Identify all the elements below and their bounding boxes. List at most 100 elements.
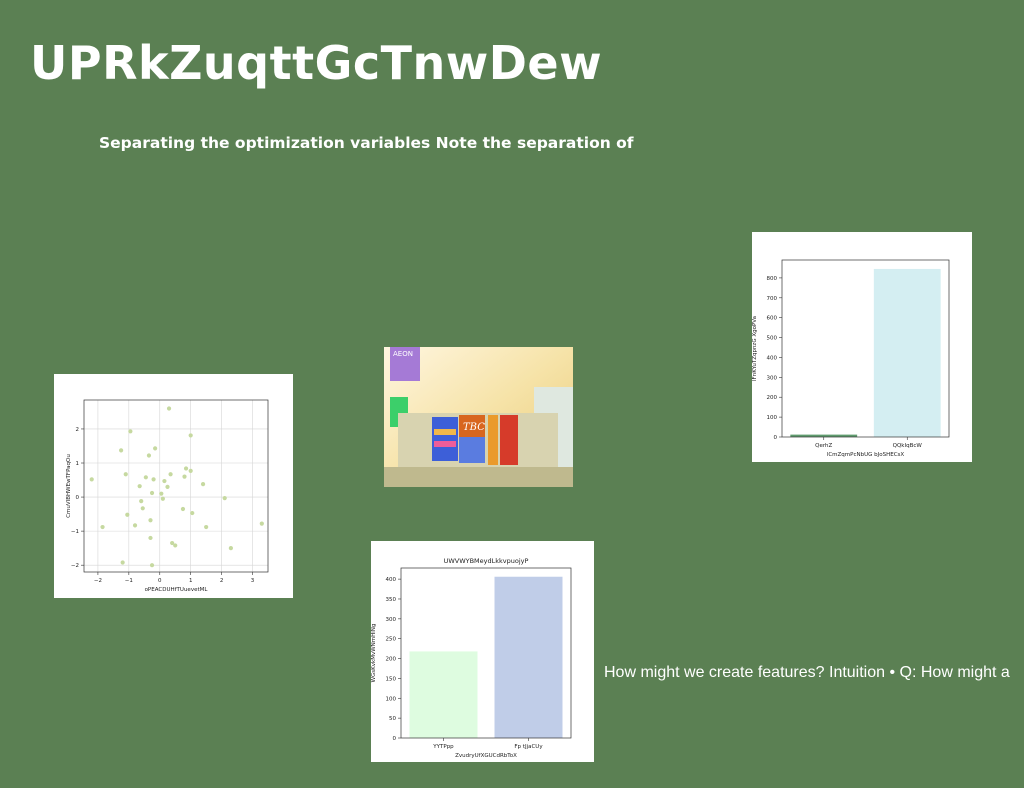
y-tick-label: 0 xyxy=(393,736,397,742)
y-tick-label: 400 xyxy=(386,577,397,583)
y-tick-label: 200 xyxy=(386,657,397,663)
y-tick-label: −2 xyxy=(71,563,79,569)
x-tick-label: QerhZ xyxy=(815,443,832,449)
street-photo: AEON TBC xyxy=(384,347,573,487)
scatter-point xyxy=(148,535,153,541)
y-tick-label: 600 xyxy=(767,316,778,322)
y-tick-label: 300 xyxy=(386,617,397,623)
scatter-point xyxy=(166,406,172,411)
bar-chart-2: UWVWYBMeydLkkvpuojyP YYTPpp Fp tJjaCUy 0 50 1… xyxy=(371,557,572,759)
x-axis-label: ZvudryUfXGUCdRbToX xyxy=(455,753,517,759)
scatter-point xyxy=(188,433,193,438)
y-tick-label: 500 xyxy=(767,336,778,342)
scatter-point xyxy=(89,477,94,482)
street xyxy=(384,467,573,487)
scatter-point xyxy=(162,478,167,484)
y-tick-label: 100 xyxy=(767,415,778,421)
scatter-point xyxy=(159,491,164,496)
plot-frame xyxy=(400,567,572,739)
y-tick-label: 50 xyxy=(389,716,396,722)
y-axis-label: CmuVIBHWEwTFPaqOu xyxy=(66,454,72,518)
plot-frame xyxy=(83,399,269,573)
y-axis-label: WGsKvkMvWNmHiNg xyxy=(371,624,377,683)
scatter-point xyxy=(146,453,152,458)
scatter-point xyxy=(139,499,144,504)
scatter-point xyxy=(100,524,105,530)
x-axis-label: lCmZqmPcNbUG bJoSHECsX xyxy=(827,452,905,458)
y-tick-label: 350 xyxy=(386,597,397,603)
scatter-point xyxy=(149,490,155,496)
bar xyxy=(494,576,563,738)
scatter-point xyxy=(190,510,195,516)
slide-caption: How might we create features? Intuition … xyxy=(604,664,1010,681)
scatter-point xyxy=(259,521,264,526)
orange-banner xyxy=(488,415,498,465)
bar-chart-panel-2: UWVWYBMeydLkkvpuojyP YYTPpp Fp tJjaCUy 0 50 1… xyxy=(371,541,594,762)
y-tick-label: 200 xyxy=(767,395,778,401)
scatter-point xyxy=(168,472,173,477)
y-tick-label: −1 xyxy=(71,529,79,535)
scatter-point xyxy=(143,475,148,480)
y-tick-label: 400 xyxy=(767,355,778,361)
scatter-point xyxy=(160,496,165,501)
scatter-point xyxy=(173,543,178,548)
scatter-point xyxy=(149,563,155,568)
scatter-point xyxy=(222,495,227,501)
scatter-point xyxy=(228,546,233,551)
scatter-point xyxy=(200,482,206,487)
billboard-stripe-1 xyxy=(434,429,456,435)
aeon-sign: AEON xyxy=(393,350,413,358)
y-tick-label: 700 xyxy=(767,296,778,302)
x-tick-label: 1 xyxy=(189,578,193,584)
x-tick-label: QQkIqBcW xyxy=(893,443,923,449)
bar-chart-1: QerhZ QQkIqBcW 0 100 200 300 400 500 600 700 800 lC… xyxy=(752,259,950,458)
y-tick-label: 0 xyxy=(774,435,778,441)
bar xyxy=(790,434,858,437)
x-tick-label: Fp tJjaCUy xyxy=(514,744,543,750)
scatter-point xyxy=(170,540,175,546)
scatter-point xyxy=(151,477,156,482)
blue-billboard xyxy=(432,417,458,461)
x-tick-label: YYTPpp xyxy=(432,744,454,750)
slide-title: UPRkZuqttGcTnwDew xyxy=(30,36,603,90)
x-tick-label: 0 xyxy=(158,578,162,584)
scatter-point xyxy=(183,466,189,471)
y-tick-label: 150 xyxy=(386,676,397,682)
slide-subtitle: Separating the optimization variables No… xyxy=(99,134,634,152)
x-tick-label: 3 xyxy=(251,578,255,584)
bar-chart-panel-1: QerhZ QQkIqBcW 0 100 200 300 400 500 600 700 800 lC… xyxy=(752,232,972,462)
scatter-point xyxy=(148,518,153,523)
x-tick-label: 2 xyxy=(220,578,224,584)
street-photo-image: AEON TBC xyxy=(384,347,573,487)
y-tick-label: 100 xyxy=(386,696,397,702)
tbc-sign-box xyxy=(459,415,485,437)
scatter-point xyxy=(140,506,145,511)
scatter-point xyxy=(165,484,170,489)
plot-frame xyxy=(781,259,950,438)
y-tick-label: 0 xyxy=(76,495,80,501)
y-axis-label: lFnKYuTZqpnzG XgoPVa xyxy=(752,316,758,381)
scatter-point xyxy=(132,523,138,528)
y-tick-label: 2 xyxy=(76,427,80,433)
scatter-point xyxy=(123,472,128,477)
billboard-stripe-2 xyxy=(434,441,456,447)
tbc-sign: TBC xyxy=(463,422,485,433)
scatter-point xyxy=(153,446,158,451)
y-tick-label: 250 xyxy=(386,637,397,643)
x-tick-label: −1 xyxy=(125,578,133,584)
y-tick-label: 300 xyxy=(767,375,778,381)
scatter-point xyxy=(188,468,193,473)
scatter-plot: −2 −1 0 1 2 3 −2 −1 0 1 2 oPEACDUHfTUuevetML CmuVIBH… xyxy=(66,399,269,593)
y-tick-label: 800 xyxy=(767,276,778,282)
side-banner xyxy=(459,437,485,463)
y-tick-label: 1 xyxy=(76,461,80,467)
scatter-point xyxy=(120,560,125,565)
scatter-point xyxy=(204,524,209,530)
scatter-point xyxy=(182,474,187,479)
scatter-point xyxy=(137,484,142,489)
bar xyxy=(409,651,478,738)
red-banner xyxy=(500,415,518,465)
x-tick-label: −2 xyxy=(94,578,102,584)
scatter-point xyxy=(125,512,130,517)
chart-title: UWVWYBMeydLkkvpuojyP xyxy=(444,557,529,565)
